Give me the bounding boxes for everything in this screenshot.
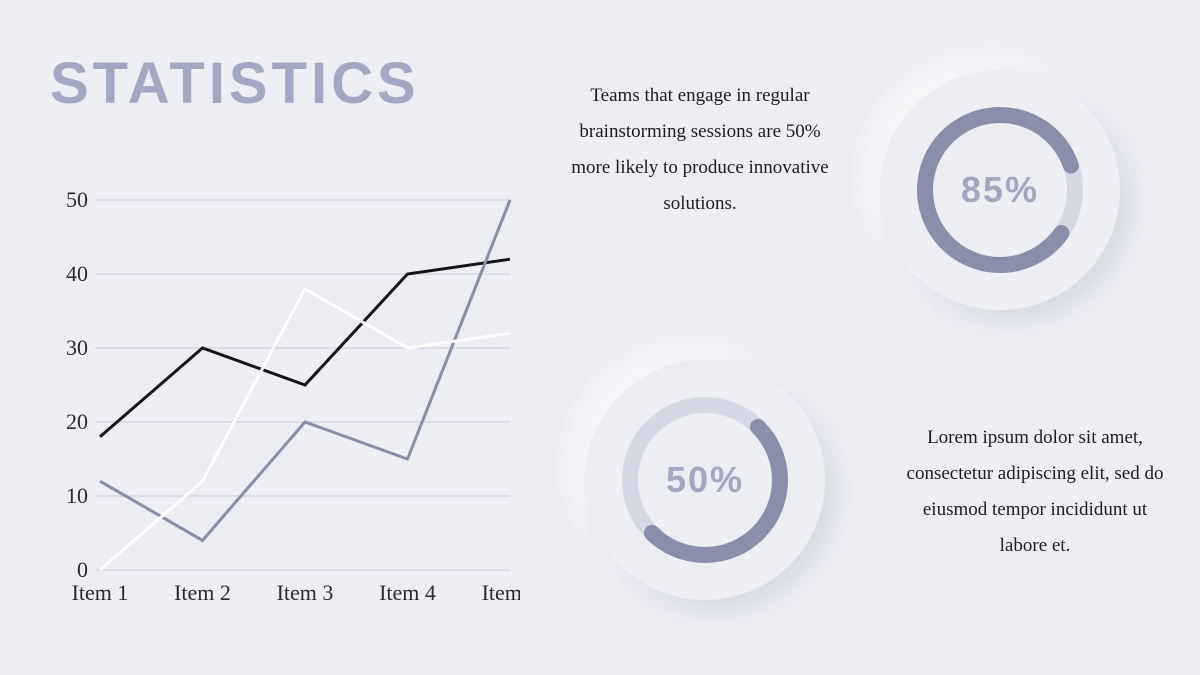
- svg-text:30: 30: [66, 335, 88, 360]
- svg-text:Item 1: Item 1: [72, 580, 129, 605]
- donut-50-label: 50%: [666, 459, 744, 501]
- svg-text:Item 5: Item 5: [482, 580, 520, 605]
- svg-text:Item 4: Item 4: [379, 580, 436, 605]
- svg-text:0: 0: [77, 557, 88, 582]
- svg-text:10: 10: [66, 483, 88, 508]
- line-chart: 0 10 20 30 40 50 Item 1 Item 2 Item 3 Item 4 Item …: [50, 190, 520, 630]
- donut-85-label: 85%: [961, 169, 1039, 211]
- svg-text:40: 40: [66, 261, 88, 286]
- svg-text:20: 20: [66, 409, 88, 434]
- line-chart-svg: 0 10 20 30 40 50 Item 1 Item 2 Item 3 Item 4 Item …: [50, 190, 520, 630]
- donut-85: 85%: [880, 70, 1120, 310]
- donut-50: 50%: [585, 360, 825, 600]
- paragraph-brainstorming: Teams that engage in regular brainstormi…: [570, 78, 830, 222]
- svg-text:Item 2: Item 2: [174, 580, 231, 605]
- svg-text:Item 3: Item 3: [277, 580, 334, 605]
- svg-text:50: 50: [66, 190, 88, 212]
- paragraph-lorem: Lorem ipsum dolor sit amet, consectetur …: [900, 420, 1170, 564]
- page-title: STATISTICS: [50, 50, 420, 117]
